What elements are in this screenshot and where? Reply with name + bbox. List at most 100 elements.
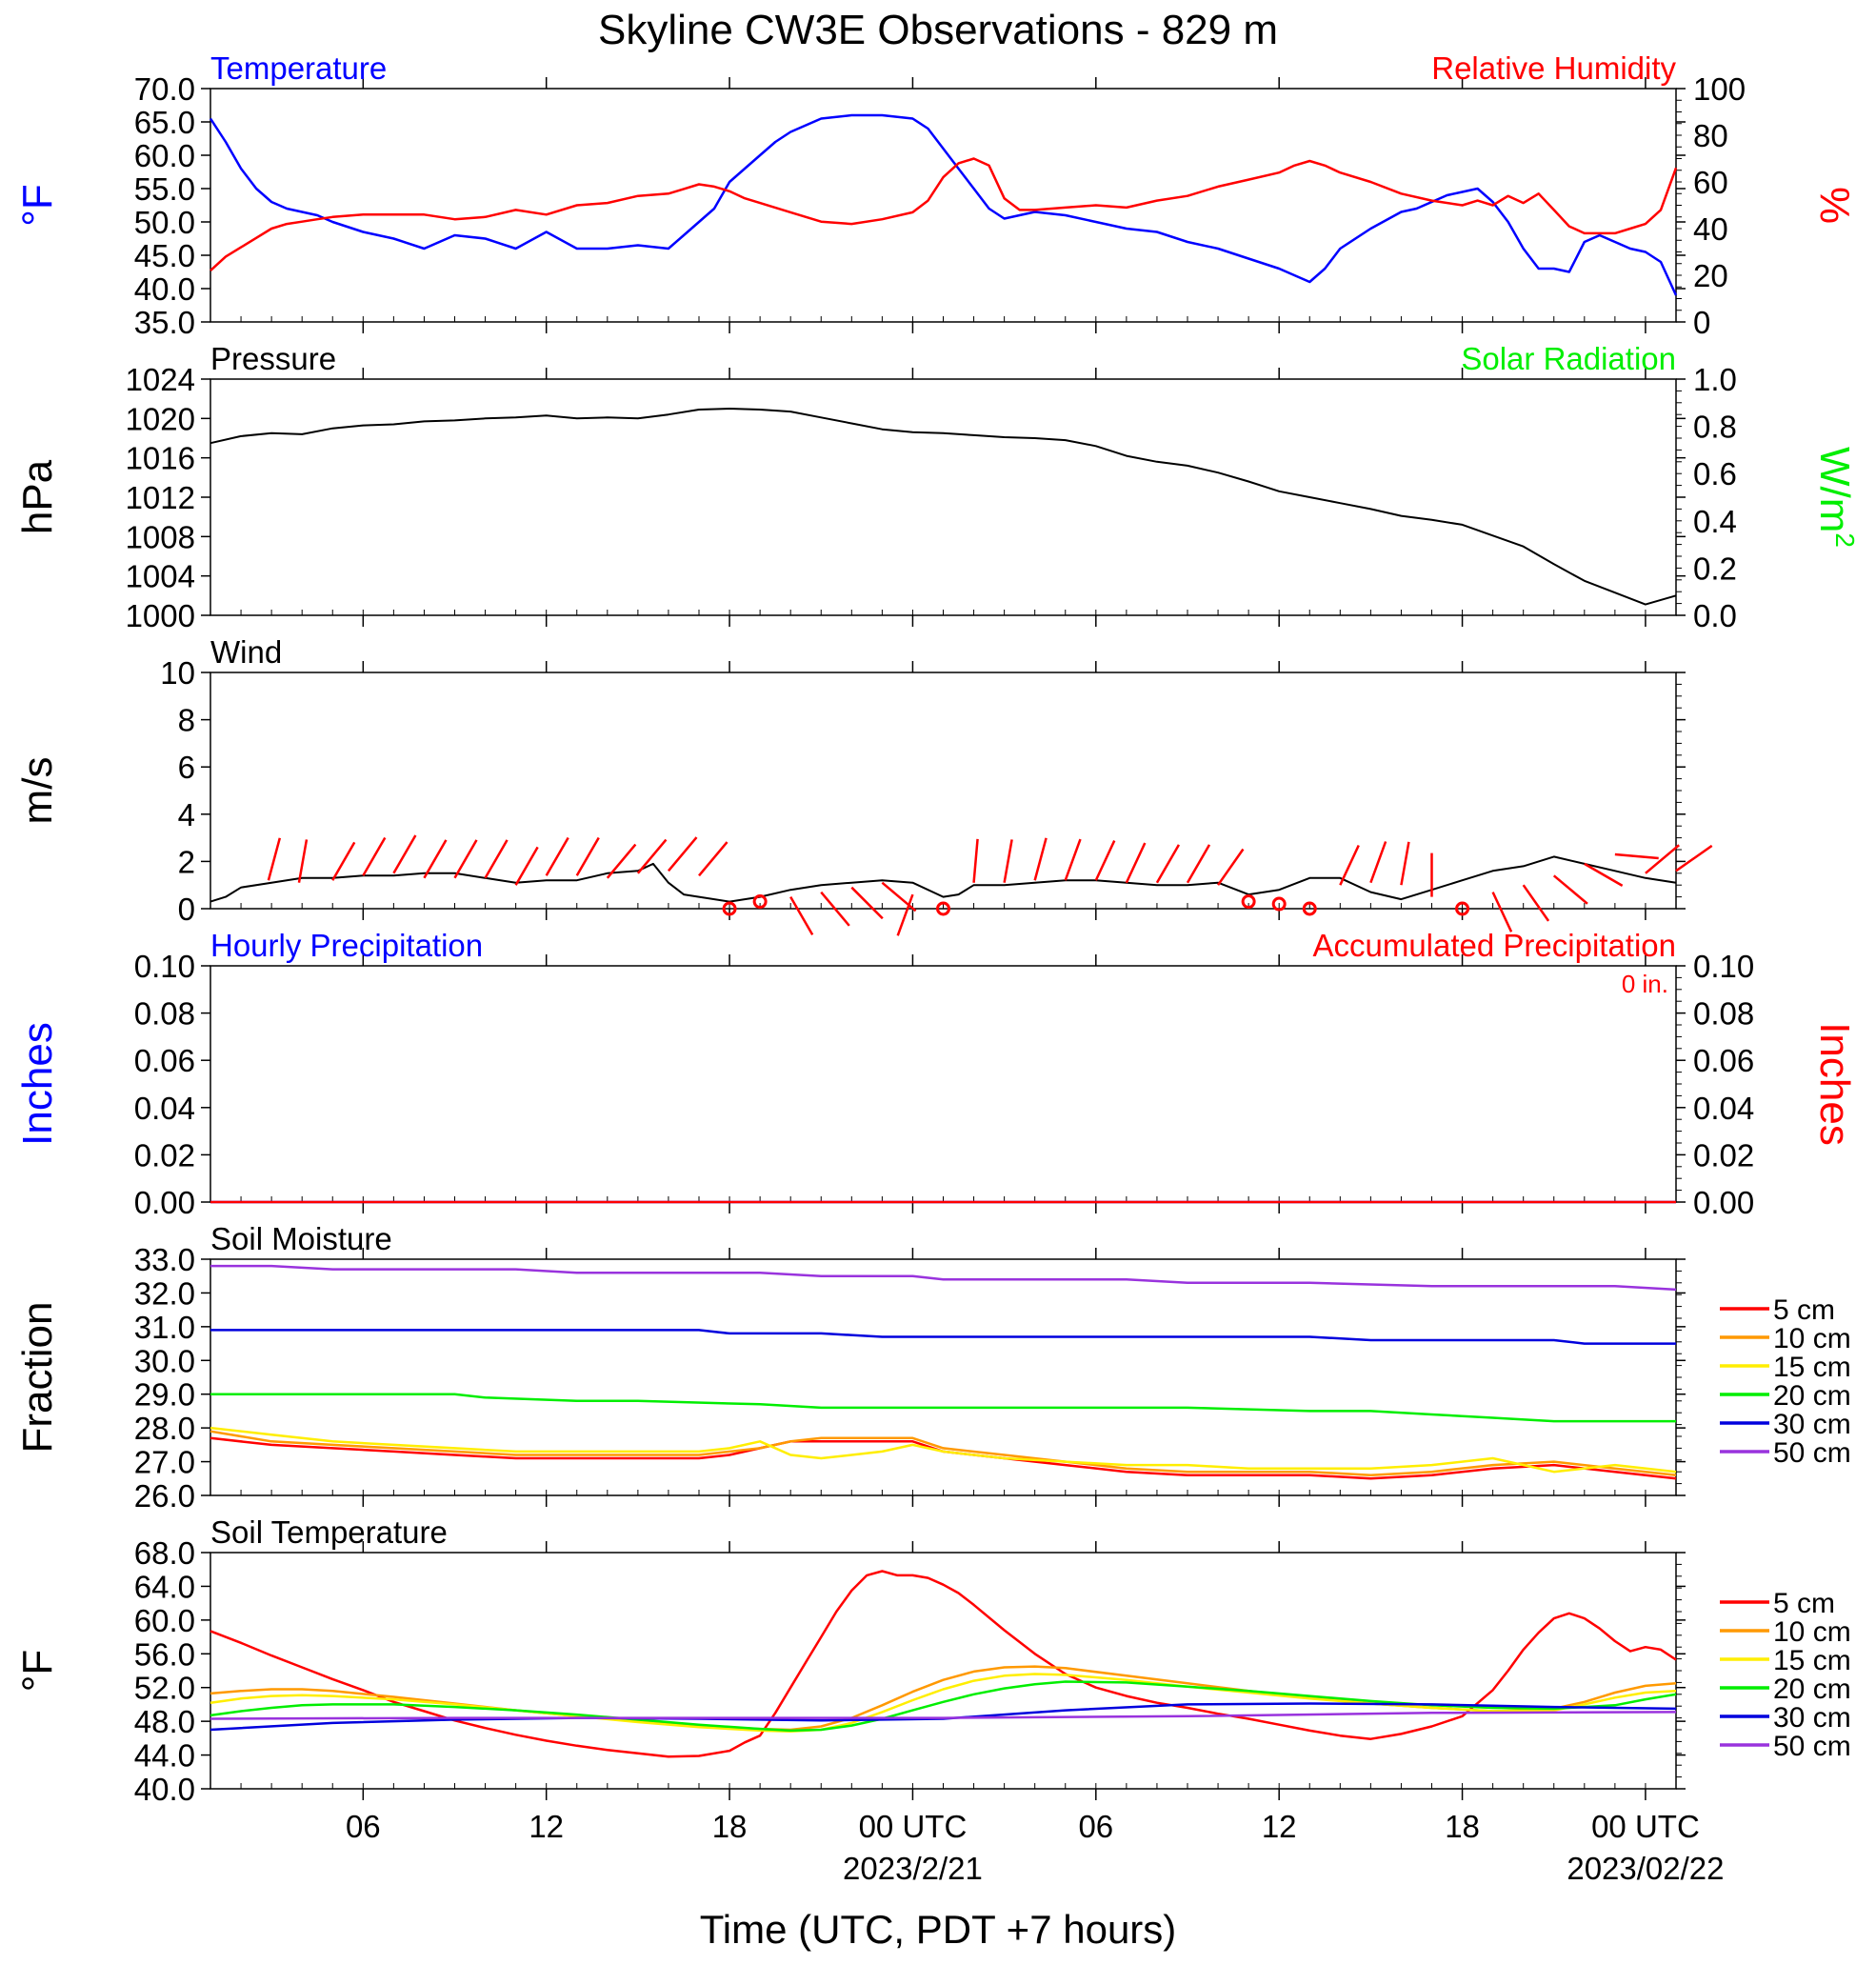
panel-title-right: Accumulated Precipitation bbox=[1312, 928, 1676, 963]
panel-title-left: Hourly Precipitation bbox=[210, 928, 483, 963]
wind-barb bbox=[1186, 844, 1211, 884]
y-tick-label: 35.0 bbox=[134, 305, 195, 340]
wind-barb bbox=[545, 836, 569, 876]
legend-label: 30 cm bbox=[1773, 1409, 1851, 1440]
y-tick-label: 4 bbox=[178, 797, 195, 832]
wind-barb bbox=[1217, 848, 1245, 886]
wind-barb bbox=[1125, 842, 1147, 884]
y-tick-label: 0.10 bbox=[134, 949, 195, 984]
y-axis-title-left: m/s bbox=[14, 757, 61, 825]
wind-barb bbox=[1094, 840, 1116, 881]
y-tick-label: 29.0 bbox=[134, 1377, 195, 1413]
y-tick-label: 26.0 bbox=[134, 1478, 195, 1514]
legend-label: 5 cm bbox=[1773, 1294, 1835, 1326]
plot-frame bbox=[210, 965, 1677, 1203]
series-line-15-cm bbox=[210, 1673, 1677, 1734]
y-tick-label: 0 bbox=[178, 892, 195, 927]
x-date-label: 2023/02/22 bbox=[1567, 1851, 1724, 1886]
wind-barb bbox=[423, 839, 448, 879]
y-tick-label-right: 0.4 bbox=[1693, 504, 1737, 539]
y-tick-label: 56.0 bbox=[134, 1636, 195, 1672]
y-tick-label-right: 60 bbox=[1693, 165, 1728, 200]
y-tick-label-right: 0.2 bbox=[1693, 551, 1737, 586]
wind-barb bbox=[453, 839, 478, 879]
x-tick-label: 12 bbox=[1262, 1809, 1297, 1844]
series-line-pressure bbox=[210, 408, 1677, 606]
y-tick-label: 32.0 bbox=[134, 1275, 195, 1311]
y-tick-label: 45.0 bbox=[134, 238, 195, 273]
legend-label: 5 cm bbox=[1773, 1588, 1835, 1619]
wind-barb bbox=[1584, 862, 1624, 887]
y-axis-title-superscript: 2 bbox=[1830, 532, 1860, 548]
y-tick-label-right: 0.0 bbox=[1693, 598, 1737, 633]
series-line-relative-humidity bbox=[210, 157, 1678, 272]
y-tick-label: 1020 bbox=[126, 401, 195, 436]
wind-barb bbox=[514, 846, 539, 886]
y-tick-label: 40.0 bbox=[134, 1772, 195, 1807]
y-tick-label: 33.0 bbox=[134, 1242, 195, 1277]
y-tick-label: 10 bbox=[160, 655, 195, 691]
y-axis-title-left: Fraction bbox=[14, 1302, 61, 1454]
wind-barb bbox=[972, 838, 979, 883]
wind-barb bbox=[297, 839, 309, 883]
y-tick-label: 48.0 bbox=[134, 1704, 195, 1739]
y-tick-label: 0.04 bbox=[134, 1091, 195, 1126]
y-tick-label-right: 0 bbox=[1693, 305, 1710, 340]
y-axis-title-left: Inches bbox=[14, 1022, 61, 1146]
y-tick-label: 1016 bbox=[126, 441, 195, 476]
wind-barb bbox=[1400, 841, 1410, 886]
y-axis-title-left: °F bbox=[14, 1650, 61, 1692]
y-tick-label: 1024 bbox=[126, 362, 195, 397]
wind-barb bbox=[1369, 841, 1387, 884]
y-tick-label: 31.0 bbox=[134, 1310, 195, 1345]
y-tick-label: 0.08 bbox=[134, 996, 195, 1032]
wind-calm-marker bbox=[752, 894, 768, 910]
legend-label: 30 cm bbox=[1773, 1702, 1851, 1734]
wind-barb bbox=[331, 841, 356, 881]
wind-barb bbox=[789, 895, 814, 936]
wind-calm-marker bbox=[1271, 896, 1287, 912]
y-tick-label: 52.0 bbox=[134, 1671, 195, 1706]
panel-precip: 0.00 0.02 0.04 0.06 0.08 0.10 0.00 0.02 0.04 0.06… bbox=[14, 928, 1858, 1220]
x-tick-label: 00 UTC bbox=[1591, 1809, 1700, 1844]
series-line-5-cm bbox=[210, 1570, 1677, 1758]
series-line-5-cm bbox=[210, 1436, 1677, 1480]
x-tick-label: 06 bbox=[346, 1809, 381, 1844]
wind-calm-marker bbox=[722, 901, 737, 916]
wind-barb bbox=[1491, 892, 1513, 932]
y-tick-label: 28.0 bbox=[134, 1411, 195, 1446]
y-tick-label: 0.06 bbox=[134, 1043, 195, 1078]
x-tick-label: 18 bbox=[712, 1809, 748, 1844]
y-axis-title-left: hPa bbox=[14, 459, 61, 534]
wind-calm-marker bbox=[1302, 901, 1317, 916]
y-tick-label-right: 0.8 bbox=[1693, 410, 1737, 445]
wind-barb bbox=[606, 843, 637, 879]
x-axis-label: Time (UTC, PDT +7 hours) bbox=[700, 1907, 1177, 1952]
x-tick-label: 12 bbox=[529, 1809, 564, 1844]
y-tick-label-right: 0.00 bbox=[1693, 1185, 1754, 1220]
legend-label: 15 cm bbox=[1773, 1645, 1851, 1676]
y-tick-label-right: 0.6 bbox=[1693, 456, 1737, 491]
wind-barb bbox=[267, 837, 282, 881]
plot-frame bbox=[210, 1258, 1677, 1496]
legend-label: 20 cm bbox=[1773, 1380, 1851, 1412]
y-tick-label: 40.0 bbox=[134, 271, 195, 307]
wind-barb bbox=[484, 839, 509, 879]
legend-label: 15 cm bbox=[1773, 1352, 1851, 1383]
y-tick-label: 60.0 bbox=[134, 1603, 195, 1638]
wind-barb bbox=[896, 893, 914, 936]
y-tick-label: 50.0 bbox=[134, 205, 195, 240]
series-line-30-cm bbox=[210, 1329, 1676, 1345]
y-tick-label: 0.00 bbox=[134, 1185, 195, 1220]
y-tick-label-right: 80 bbox=[1693, 118, 1728, 153]
y-tick-label-right: 100 bbox=[1693, 71, 1746, 107]
y-tick-label-right: 0.10 bbox=[1693, 949, 1754, 984]
y-tick-label-right: 0.06 bbox=[1693, 1043, 1754, 1078]
figure-title: Skyline CW3E Observations - 829 m bbox=[598, 7, 1278, 53]
y-tick-label-right: 40 bbox=[1693, 211, 1728, 247]
wind-barb bbox=[1645, 844, 1680, 874]
panel-pressure: 1000 1004 1008 1012 1016 1020 1024 0.0 0.2 0.4 0.6… bbox=[14, 341, 1860, 633]
y-tick-label-right: 0.02 bbox=[1693, 1137, 1754, 1173]
